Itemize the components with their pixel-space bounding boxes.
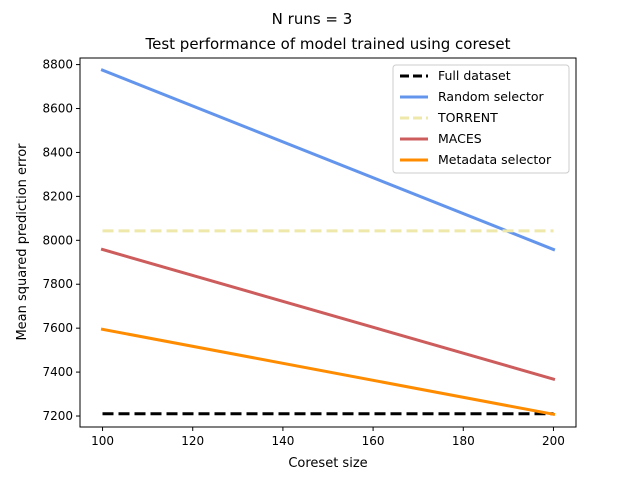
- legend-label-1: Random selector: [438, 89, 545, 104]
- legend-label-3: MACES: [438, 131, 482, 146]
- y-tick-label: 8000: [42, 233, 73, 247]
- y-tick-label: 8400: [42, 145, 73, 159]
- legend-label-0: Full dataset: [438, 68, 511, 83]
- x-axis-label: Coreset size: [288, 456, 367, 471]
- x-tick-label: 120: [181, 434, 204, 448]
- y-tick-label: 8600: [42, 102, 73, 116]
- figure-suptitle: N runs = 3: [272, 10, 353, 28]
- chart-title: Test performance of model trained using …: [145, 35, 511, 53]
- legend-label-2: TORRENT: [437, 110, 498, 125]
- legend: Full dataset Random selector TORRENT MACES M…: [392, 64, 570, 174]
- plot-lines: [100, 68, 556, 417]
- legend-label-4: Metadata selector: [438, 152, 552, 167]
- y-axis-label: Mean squared prediction error: [15, 143, 30, 341]
- y-tick-label: 7200: [42, 409, 73, 423]
- x-tick-label: 160: [362, 434, 385, 448]
- legend-box: [392, 64, 570, 174]
- y-tick-label: 8200: [42, 189, 73, 203]
- x-tick-label: 100: [91, 434, 114, 448]
- series-line-1: [100, 68, 556, 252]
- x-tick-label: 180: [452, 434, 475, 448]
- y-axis: 7200 7400 7600 7800 8000 8200 8400 8600 8800: [42, 58, 80, 423]
- x-axis: 100 120 140 160 180 200: [91, 427, 565, 448]
- y-tick-label: 7800: [42, 277, 73, 291]
- y-tick-label: 7600: [42, 321, 73, 335]
- x-tick-label: 140: [271, 434, 294, 448]
- y-tick-label: 7400: [42, 365, 73, 379]
- axes-frame: [79, 57, 577, 428]
- series-line-3: [100, 247, 556, 381]
- series-line-4: [100, 327, 556, 417]
- x-tick-label: 200: [542, 434, 565, 448]
- y-tick-label: 8800: [42, 58, 73, 72]
